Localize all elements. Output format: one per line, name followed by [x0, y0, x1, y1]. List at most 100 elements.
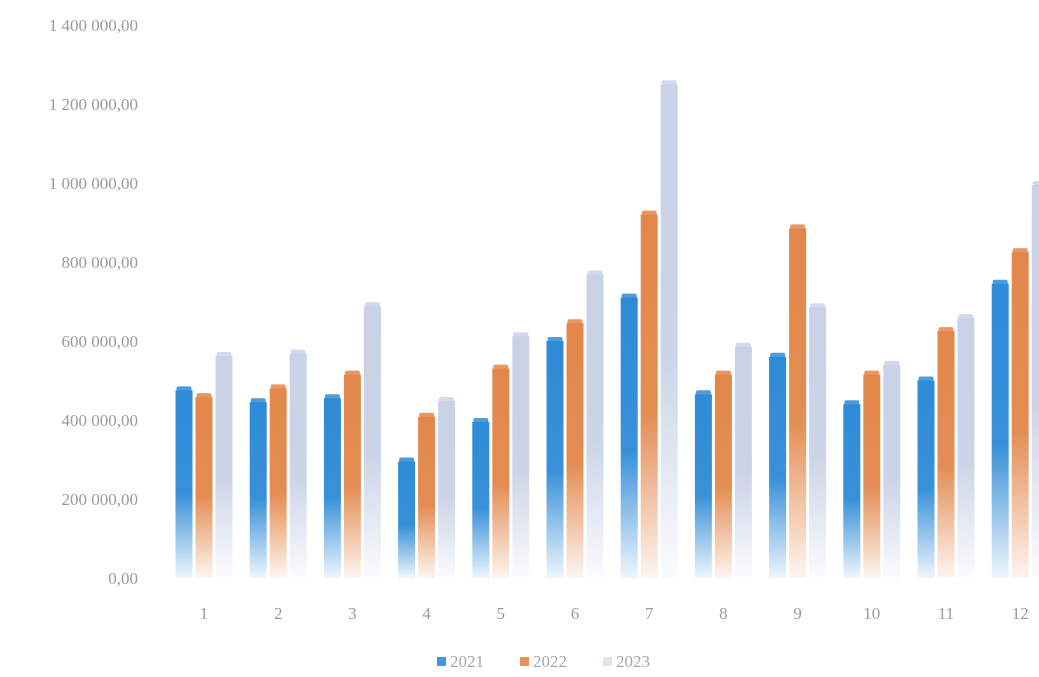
bar-2021-11 — [917, 380, 935, 578]
bar-2022-2 — [269, 388, 287, 578]
legend-label: 2022 — [533, 652, 567, 671]
x-tick-label: 8 — [719, 604, 728, 623]
bar-cap — [884, 360, 900, 366]
bar-2022-3 — [343, 374, 361, 578]
x-tick-label: 1 — [200, 604, 209, 623]
y-tick-label: 1 000 000,00 — [49, 174, 138, 193]
bar-cap — [735, 342, 751, 348]
y-tick-label: 800 000,00 — [62, 253, 139, 272]
legend-swatch — [437, 657, 446, 666]
y-tick-label: 1 400 000,00 — [49, 16, 138, 35]
legend-label: 2023 — [616, 652, 650, 671]
bar-cap — [992, 279, 1008, 285]
bar-cap — [270, 384, 286, 390]
bar-2022-1 — [195, 397, 213, 578]
x-tick-label: 11 — [938, 604, 954, 623]
bar-cap — [513, 332, 529, 338]
bar-2023-5 — [512, 336, 530, 578]
bar-2023-11 — [957, 318, 975, 578]
bar-cap — [567, 319, 583, 325]
y-axis: 0,00 200 000,00 400 000,00 600 000,00 800 00… — [49, 16, 138, 588]
y-tick-label: 600 000,00 — [62, 332, 139, 351]
bar-cap — [216, 352, 232, 357]
y-tick-label: 400 000,00 — [62, 411, 139, 430]
bar-2021-12 — [991, 283, 1009, 578]
x-tick-label: 5 — [497, 604, 506, 623]
bar-cap — [399, 457, 415, 463]
bar-cap — [770, 352, 786, 358]
bar-2023-1 — [215, 356, 233, 578]
bar-2021-6 — [546, 341, 564, 578]
bar-2021-7 — [620, 297, 638, 578]
bar-cap — [419, 412, 435, 418]
bar-cap — [473, 418, 489, 423]
bar-cap — [918, 376, 934, 382]
bar-cap — [958, 314, 974, 320]
legend-swatch — [520, 657, 529, 666]
bar-2023-12 — [1031, 185, 1039, 578]
x-tick-label: 3 — [348, 604, 357, 623]
bar-2021-4 — [398, 461, 416, 578]
bar-2022-6 — [566, 323, 584, 578]
bar-2023-2 — [289, 353, 307, 578]
y-tick-label: 200 000,00 — [62, 490, 139, 509]
bar-cap — [1032, 181, 1039, 186]
bar-cap — [324, 394, 340, 400]
bar-2022-11 — [937, 331, 955, 578]
x-tick-label: 7 — [645, 604, 654, 623]
bar-cap — [587, 270, 603, 276]
x-axis: 1 2 3 4 5 6 7 8 9 10 11 12 — [200, 604, 1029, 623]
bar-2021-5 — [472, 422, 490, 578]
bar-2022-4 — [418, 416, 436, 578]
x-tick-label: 9 — [793, 604, 802, 623]
bar-2023-7 — [660, 84, 678, 579]
bar-cap — [250, 398, 266, 404]
legend: 2021 2022 2023 — [437, 652, 650, 671]
bar-2021-9 — [769, 356, 787, 578]
bar-2023-10 — [883, 364, 901, 578]
bar-2023-8 — [734, 346, 752, 578]
bar-2021-1 — [175, 390, 193, 578]
bar-cap — [196, 393, 212, 399]
bar-2021-2 — [249, 402, 267, 578]
bar-2022-5 — [492, 368, 510, 578]
bar-cap — [844, 400, 860, 406]
bar-2023-6 — [586, 274, 604, 578]
legend-label: 2021 — [450, 652, 484, 671]
bar-cap — [715, 370, 731, 376]
bar-cap — [493, 364, 509, 370]
x-tick-label: 12 — [1012, 604, 1029, 623]
bar-cap — [1012, 248, 1028, 254]
y-tick-label: 0,00 — [108, 569, 138, 588]
bar-cap — [661, 80, 677, 86]
bar-2023-4 — [438, 401, 456, 578]
x-tick-label: 2 — [274, 604, 283, 623]
bar-2021-10 — [843, 404, 861, 578]
bar-2023-9 — [809, 307, 827, 578]
bar-2022-8 — [714, 374, 732, 578]
bar-2022-7 — [640, 214, 658, 578]
bar-cap — [547, 337, 563, 342]
bar-cap — [439, 397, 455, 402]
x-tick-label: 6 — [571, 604, 580, 623]
bar-cap — [621, 293, 637, 299]
bar-cap — [810, 303, 826, 309]
bar-2022-10 — [863, 374, 881, 578]
bars — [175, 80, 1039, 579]
bar-cap — [290, 349, 306, 355]
bar-2023-3 — [363, 306, 381, 578]
legend-item-2021: 2021 — [437, 652, 484, 671]
bar-cap — [364, 302, 380, 308]
legend-item-2022: 2022 — [520, 652, 567, 671]
bar-2022-9 — [789, 228, 807, 578]
bar-2021-3 — [323, 398, 341, 578]
bar-cap — [176, 386, 192, 392]
bar-cap — [864, 370, 880, 376]
x-tick-label: 4 — [422, 604, 431, 623]
bar-2021-8 — [694, 394, 712, 578]
x-tick-label: 10 — [863, 604, 880, 623]
y-tick-label: 1 200 000,00 — [49, 95, 138, 114]
bar-cap — [695, 390, 711, 396]
legend-swatch — [603, 657, 612, 666]
